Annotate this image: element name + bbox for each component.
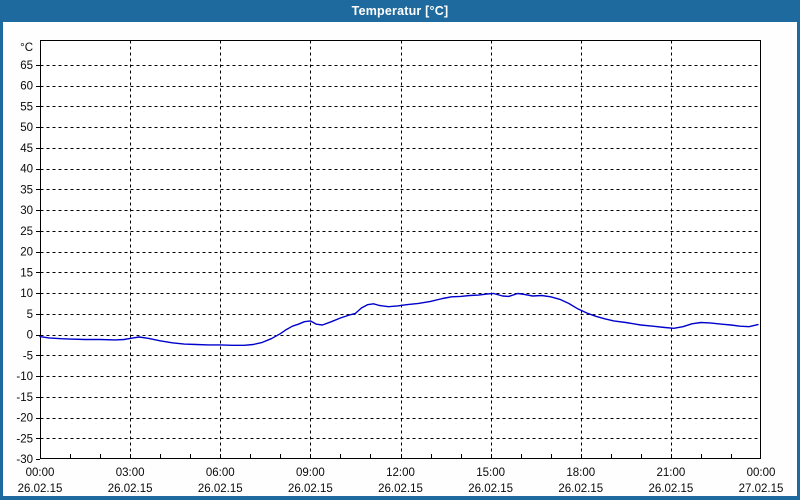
y-tick-label: -5: [23, 350, 33, 362]
y-tick-label: 10: [20, 288, 33, 300]
y-tick-label: -30: [16, 454, 33, 466]
y-tick-label: 55: [20, 101, 33, 113]
chart-content-area: -30 -25 -20 -15 -10 -5 0 5 10 15 20 25 30 35 40 45 50 55 6…: [3, 22, 797, 496]
y-tick-label: -15: [16, 392, 33, 404]
y-tick-label: 30: [20, 205, 33, 217]
y-tick-label: -10: [16, 371, 33, 383]
y-tick-label: 40: [20, 164, 33, 176]
x-tick-time-label: 12:00: [386, 467, 415, 479]
x-tick-date-label: 27.02.15: [739, 483, 784, 495]
x-tick-time-label: 06:00: [206, 467, 235, 479]
x-tick-date-label: 26.02.15: [468, 483, 513, 495]
x-tick-time-label: 00:00: [747, 467, 776, 479]
y-tick-label: 25: [20, 226, 33, 238]
x-tick-time-label: 18:00: [566, 467, 595, 479]
x-tick-time-label: 21:00: [656, 467, 685, 479]
temperature-chart-canvas[interactable]: -30 -25 -20 -15 -10 -5 0 5 10 15 20 25 30 35 40 45 50 55 6…: [3, 22, 797, 496]
x-tick-date-label: 26.02.15: [648, 483, 693, 495]
x-tick-date-label: 26.02.15: [378, 483, 423, 495]
window-title: Temperatur [°C]: [351, 4, 449, 18]
y-tick-label: -25: [16, 433, 33, 445]
x-tick-date-label: 26.02.15: [18, 483, 63, 495]
x-tick-time-label: 03:00: [116, 467, 145, 479]
y-tick-label: 65: [20, 60, 33, 72]
y-tick-label: 50: [20, 122, 33, 134]
window-titlebar[interactable]: Temperatur [°C]: [0, 0, 800, 22]
y-tick-label: 60: [20, 81, 33, 93]
plot-background: [40, 40, 761, 459]
y-tick-label: -20: [16, 413, 33, 425]
y-tick-label: 15: [20, 267, 33, 279]
x-tick-date-label: 26.02.15: [108, 483, 153, 495]
y-tick-label: 35: [20, 184, 33, 196]
x-tick-time-label: 09:00: [296, 467, 325, 479]
y-tick-label: 45: [20, 143, 33, 155]
x-tick-date-label: 26.02.15: [288, 483, 333, 495]
x-tick-time-label: 00:00: [26, 467, 55, 479]
temperature-line: [39, 292, 759, 346]
y-tick-label: 0: [27, 330, 33, 342]
x-tick-time-label: 15:00: [476, 467, 505, 479]
y-tick-label: 20: [20, 247, 33, 259]
x-tick-date-label: 26.02.15: [198, 483, 243, 495]
x-tick-date-label: 26.02.15: [558, 483, 603, 495]
y-axis-unit-label: °C: [20, 42, 33, 54]
plot-border: [40, 40, 761, 459]
y-tick-label: 5: [27, 309, 33, 321]
